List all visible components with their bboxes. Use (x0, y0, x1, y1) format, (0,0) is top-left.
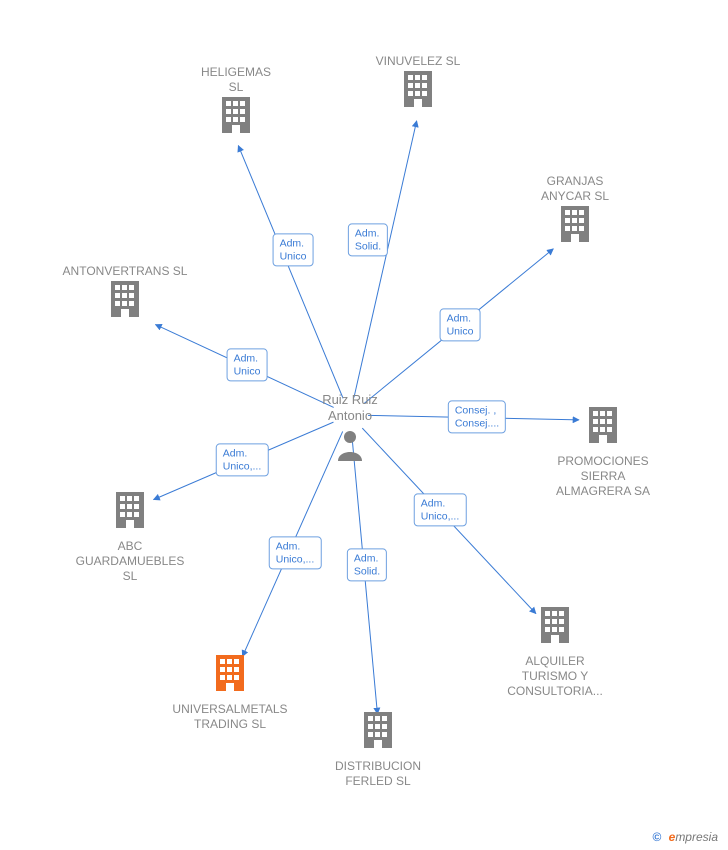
company-node-label: VINUVELEZ SL (348, 54, 488, 69)
edge-label[interactable]: Consej. , Consej.... (448, 400, 506, 433)
company-node-label: ANTONVERTRANS SL (55, 264, 195, 279)
edge-line (354, 121, 417, 398)
company-node-heligemas[interactable]: HELIGEMAS SL (166, 61, 306, 140)
company-node-antonvertrans[interactable]: ANTONVERTRANS SL (55, 260, 195, 324)
building-icon (537, 632, 573, 649)
edge-label[interactable]: Adm. Unico (273, 233, 314, 266)
building-icon (585, 432, 621, 449)
center-node-label: Ruiz Ruiz Antonio (280, 392, 420, 425)
diagram-canvas: Ruiz Ruiz Antonio HELIGEMAS SL VINUVELEZ… (0, 0, 728, 850)
center-person-node[interactable]: Ruiz Ruiz Antonio (280, 388, 420, 466)
copyright-symbol: © (652, 830, 661, 844)
edge-label[interactable]: Adm. Unico,... (269, 536, 322, 569)
edge-label[interactable]: Adm. Unico (227, 348, 268, 381)
company-node-distribucion[interactable]: DISTRIBUCION FERLED SL (308, 710, 448, 789)
company-node-label: ABC GUARDAMUEBLES SL (60, 539, 200, 584)
building-icon (400, 96, 436, 113)
company-node-label: DISTRIBUCION FERLED SL (308, 759, 448, 789)
company-node-universal[interactable]: UNIVERSALMETALS TRADING SL (160, 653, 300, 732)
footer-attribution: © empresia (652, 830, 718, 844)
company-node-abc[interactable]: ABC GUARDAMUEBLES SL (60, 490, 200, 584)
company-node-alquiler[interactable]: ALQUILER TURISMO Y CONSULTORIA... (485, 605, 625, 699)
edge-label[interactable]: Adm. Unico,... (414, 493, 467, 526)
edge-label[interactable]: Adm. Solid. (348, 223, 388, 256)
building-icon (218, 122, 254, 139)
building-icon (212, 680, 248, 697)
company-node-granjas[interactable]: GRANJAS ANYCAR SL (505, 170, 645, 249)
building-icon (112, 517, 148, 534)
person-icon (336, 448, 364, 465)
building-icon (360, 737, 396, 754)
building-icon (107, 306, 143, 323)
company-node-label: GRANJAS ANYCAR SL (505, 174, 645, 204)
edge-label[interactable]: Adm. Unico,... (216, 443, 269, 476)
building-icon (557, 231, 593, 248)
company-node-label: UNIVERSALMETALS TRADING SL (160, 702, 300, 732)
company-node-promociones[interactable]: PROMOCIONES SIERRA ALMAGRERA SA (533, 405, 673, 499)
edge-label[interactable]: Adm. Unico (440, 308, 481, 341)
edge-label[interactable]: Adm. Solid. (347, 548, 387, 581)
brand-rest: mpresia (675, 830, 718, 844)
company-node-vinuvelez[interactable]: VINUVELEZ SL (348, 50, 488, 114)
company-node-label: PROMOCIONES SIERRA ALMAGRERA SA (533, 454, 673, 499)
company-node-label: ALQUILER TURISMO Y CONSULTORIA... (485, 654, 625, 699)
company-node-label: HELIGEMAS SL (166, 65, 306, 95)
